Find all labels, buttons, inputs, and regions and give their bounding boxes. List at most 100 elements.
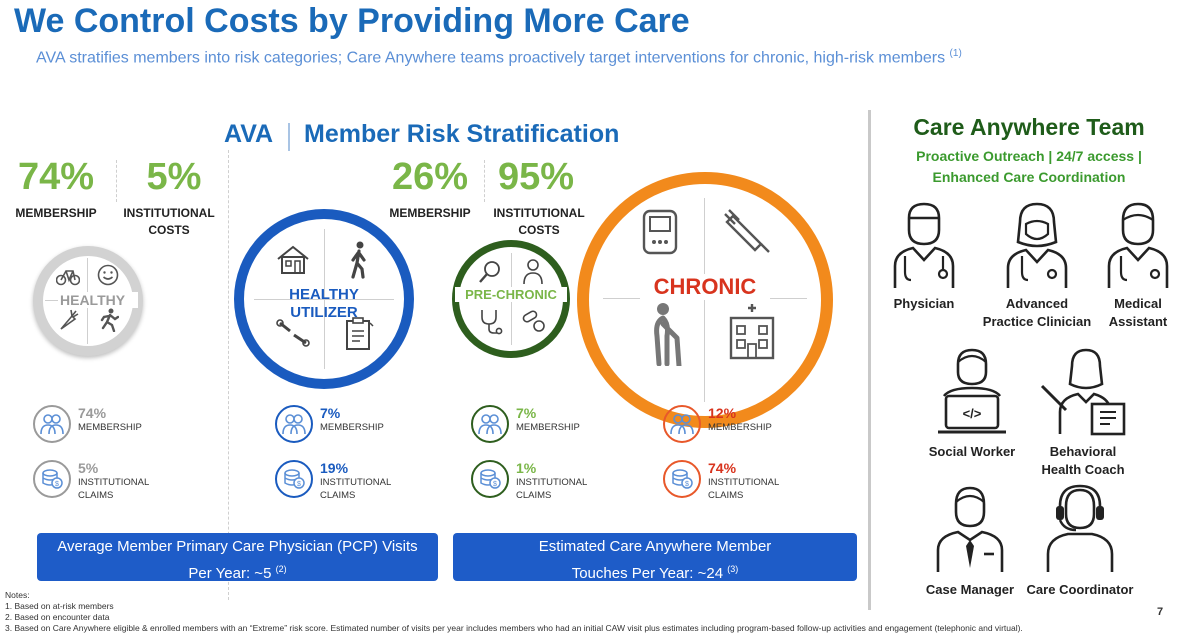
page-number: 7: [1157, 606, 1164, 618]
role-social-worker-label: Social Worker: [928, 444, 1016, 459]
role-coach-line1: Behavioral: [1049, 444, 1117, 459]
utilizer-membership-label: MEMBERSHIP: [320, 422, 384, 433]
healthy-costs-label-line1: INSTITUTIONAL: [123, 206, 215, 220]
risk-membership-label: MEMBERSHIP: [389, 206, 471, 220]
caw-touches-box: Estimated Care Anywhere Member Touches P…: [453, 533, 857, 582]
role-physician: Physician: [876, 200, 972, 313]
top-stats-divider-left: [116, 160, 117, 202]
pre-chronic-claims-value: 1%: [516, 460, 537, 476]
role-medical-assistant-label: Medical Assistant: [1096, 295, 1180, 331]
healthy-membership-stat-label: MEMBERSHIP: [78, 422, 142, 433]
role-medical-assistant: Medical Assistant: [1096, 200, 1180, 331]
medical-assistant-icon: [1107, 202, 1169, 288]
social-worker-icon: </>: [938, 348, 1006, 434]
utilizer-claims-label-line2: CLAIMS: [320, 490, 356, 501]
headset-icon: [1046, 484, 1114, 572]
healthy-utilizer-label: HEALTHY UTILIZER: [244, 286, 404, 322]
chronic-claims-label-line2: CLAIMS: [708, 490, 744, 501]
healthy-costs-label-line2: COSTS: [148, 223, 190, 237]
coins-icon: $: [471, 460, 509, 498]
pcp-visits-line2: Per Year: ~5 (2): [37, 558, 438, 585]
smiley-icon: [97, 264, 119, 286]
role-case-manager-label: Case Manager: [925, 582, 1015, 597]
risk-costs-label: INSTITUTIONAL COSTS: [480, 205, 598, 239]
section-ava-label: AVA: [224, 120, 274, 148]
coins-icon: $: [33, 460, 71, 498]
footnotes: Notes: 1. Based on at-risk members 2. Ba…: [5, 590, 1023, 634]
caw-touches-line1: Estimated Care Anywhere Member: [538, 538, 772, 555]
chronic-vline: [704, 198, 705, 402]
running-icon: [100, 308, 119, 332]
role-coach-line2: Health Coach: [1041, 462, 1125, 477]
risk-costs-pct: 95%: [497, 156, 575, 198]
case-manager-icon: [936, 486, 1004, 572]
team-panel-divider: [868, 110, 871, 610]
bicycle-icon: [56, 270, 80, 286]
team-subtitle-line2: Enhanced Care Coordination: [932, 169, 1126, 185]
pcp-visits-value: Per Year: ~5: [188, 565, 272, 582]
chronic-claims-stat: $ 74% INSTITUTIONAL CLAIMS: [663, 460, 798, 502]
healthy-claims-value: 5%: [78, 460, 99, 476]
house-icon: [277, 245, 309, 274]
svg-text:$: $: [493, 481, 497, 488]
chronic-label: CHRONIC: [640, 274, 770, 300]
healthy-claims-stat: $ 5% INSTITUTIONAL CLAIMS: [33, 460, 168, 502]
healthy-claims-label-line1: INSTITUTIONAL: [78, 477, 150, 488]
pre-chronic-membership-stat: 7% MEMBERSHIP: [471, 405, 606, 443]
note-1: 1. Based on at-risk members: [5, 601, 114, 611]
notes-heading: Notes:: [5, 590, 30, 600]
page-title: We Control Costs by Providing More Care: [14, 2, 690, 40]
subtitle-text: AVA stratifies members into risk categor…: [36, 49, 946, 67]
pre-chronic-label: PRE-CHRONIC: [455, 287, 567, 302]
clipboard-icon: [346, 317, 374, 350]
svg-text:$: $: [55, 481, 59, 488]
caw-touches-value: Touches Per Year: ~24: [571, 565, 724, 582]
pills-icon: [522, 310, 545, 332]
pcp-visits-line1: Average Member Primary Care Physician (P…: [57, 538, 418, 555]
role-advanced-practice-clinician: Advanced Practice Clinician: [977, 200, 1097, 331]
people-icon: [471, 405, 509, 443]
pre-chronic-claims-label-line1: INSTITUTIONAL: [516, 477, 588, 488]
broken-bone-icon: [276, 319, 310, 347]
role-behavioral-health-coach: Behavioral Health Coach: [1028, 346, 1138, 479]
team-subtitle-line1: Proactive Outreach | 24/7 access |: [916, 148, 1142, 164]
healthy-utilizer-vline: [324, 229, 325, 369]
chronic-membership-value: 12%: [708, 405, 737, 421]
risk-membership-pct: 26%: [391, 156, 469, 198]
healthy-membership-value: 74%: [78, 405, 107, 421]
healthy-utilizer-label-line2: UTILIZER: [290, 304, 358, 321]
section-title-divider: [288, 123, 290, 151]
top-stats-divider-right: [484, 160, 485, 202]
healthy-risk-divider: [228, 150, 229, 600]
role-clinician-line1: Advanced: [1005, 296, 1069, 311]
utilizer-claims-stat: $ 19% INSTITUTIONAL CLAIMS: [275, 460, 410, 502]
caw-touches-line2: Touches Per Year: ~24 (3): [453, 558, 857, 585]
people-icon: [663, 405, 701, 443]
carrot-icon: [60, 309, 79, 330]
clinician-icon: [1006, 202, 1068, 288]
utilizer-claims-label: INSTITUTIONAL CLAIMS: [320, 476, 410, 502]
svg-text:</>: </>: [963, 406, 982, 421]
svg-text:$: $: [297, 481, 301, 488]
healthy-membership-pct: 74%: [17, 156, 95, 198]
page-subtitle: AVA stratifies members into risk categor…: [36, 48, 962, 67]
role-coach-label: Behavioral Health Coach: [1028, 443, 1138, 479]
people-icon: [275, 405, 313, 443]
pre-chronic-membership-label: MEMBERSHIP: [516, 422, 580, 433]
healthy-claims-label-line2: CLAIMS: [78, 490, 114, 501]
chronic-claims-label-line1: INSTITUTIONAL: [708, 477, 780, 488]
stethoscope-icon: [481, 310, 503, 335]
risk-costs-label-line1: INSTITUTIONAL: [493, 206, 585, 220]
pre-chronic-claims-label: INSTITUTIONAL CLAIMS: [516, 476, 606, 502]
chronic-claims-label: INSTITUTIONAL CLAIMS: [708, 476, 798, 502]
glucose-meter-icon: [642, 209, 678, 255]
healthy-circle-label: HEALTHY: [58, 292, 138, 308]
risk-costs-label-line2: COSTS: [518, 223, 560, 237]
utilizer-claims-label-line1: INSTITUTIONAL: [320, 477, 392, 488]
syringe-icon: [724, 209, 770, 253]
team-title: Care Anywhere Team: [913, 114, 1145, 140]
role-medical-assistant-line1: Medical: [1114, 296, 1162, 311]
section-title: Member Risk Stratification: [304, 120, 620, 148]
note-3: 3. Based on Care Anywhere eligible & enr…: [5, 623, 1023, 633]
magnifier-icon: [479, 261, 500, 283]
